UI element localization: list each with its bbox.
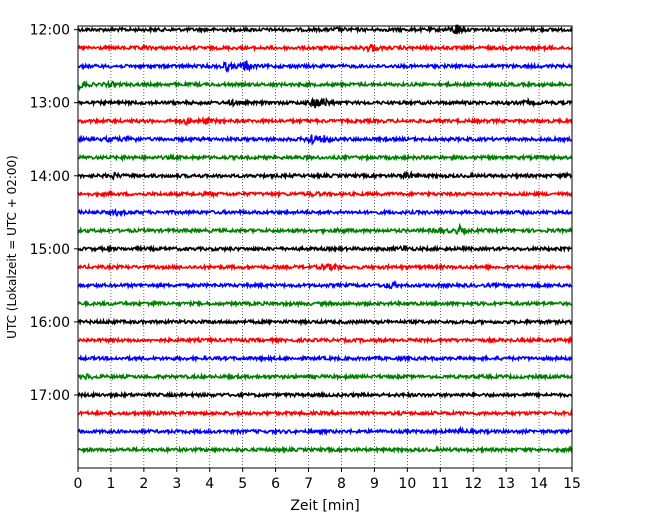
- y-axis: 12:00 13:00 14:00 15:00 16:00 17:00: [30, 23, 78, 404]
- trace-1530: [77, 280, 573, 290]
- x-tick-label: 11: [431, 476, 449, 492]
- trace-1430: [77, 208, 573, 218]
- trace-1515: [77, 262, 573, 272]
- trace-1200: [77, 24, 573, 35]
- x-tick-label: 4: [205, 476, 214, 492]
- y-axis-label: UTC (Lokalzeit = UTC + 02:00): [5, 155, 19, 339]
- plot-frame: [77, 25, 573, 469]
- trace-1500: [77, 244, 573, 254]
- trace-1315: [77, 115, 573, 127]
- y-tick-label: 14:00: [30, 169, 70, 185]
- traces-layer: [77, 24, 573, 455]
- x-tick-label: 10: [398, 476, 416, 492]
- x-tick-label: 12: [464, 476, 482, 492]
- x-tick-label: 5: [238, 476, 247, 492]
- x-tick-label: 15: [563, 476, 581, 492]
- x-axis: 0 1 2 3 4 5 6 7 8 9 10 11 12 13 14 15: [74, 468, 581, 492]
- x-tick-label: 14: [530, 476, 548, 492]
- x-tick-label: 6: [271, 476, 280, 492]
- x-tick-label: 9: [370, 476, 379, 492]
- trace-1215: [77, 43, 573, 54]
- trace-1630: [77, 353, 573, 364]
- trace-1400: [77, 170, 573, 181]
- trace-1645: [77, 372, 573, 382]
- x-tick-label: 0: [74, 476, 83, 492]
- y-tick-label: 15:00: [30, 242, 70, 258]
- y-tick-label: 17:00: [30, 388, 70, 404]
- trace-1600: [77, 317, 573, 327]
- trace-1445: [77, 222, 573, 237]
- trace-1545: [77, 298, 573, 309]
- x-tick-label: 3: [172, 476, 181, 492]
- trace-1415: [77, 189, 573, 200]
- y-tick-label: 13:00: [30, 96, 70, 112]
- trace-1345: [77, 152, 573, 163]
- x-tick-label: 13: [497, 476, 515, 492]
- x-tick-label: 2: [139, 476, 148, 492]
- x-tick-label: 1: [106, 476, 115, 492]
- x-axis-label: Zeit [min]: [290, 498, 359, 514]
- trace-1230: [77, 60, 573, 73]
- trace-1700: [77, 390, 573, 400]
- trace-1745: [77, 445, 573, 455]
- x-tick-label: 8: [337, 476, 346, 492]
- trace-1715: [77, 408, 573, 418]
- y-tick-label: 16:00: [30, 315, 70, 331]
- trace-1245: [77, 79, 573, 92]
- trace-1615: [77, 335, 573, 345]
- trace-1330: [77, 134, 573, 146]
- trace-1730: [77, 425, 573, 437]
- x-tick-label: 7: [304, 476, 313, 492]
- y-tick-label: 12:00: [30, 23, 70, 39]
- trace-1300: [77, 96, 573, 109]
